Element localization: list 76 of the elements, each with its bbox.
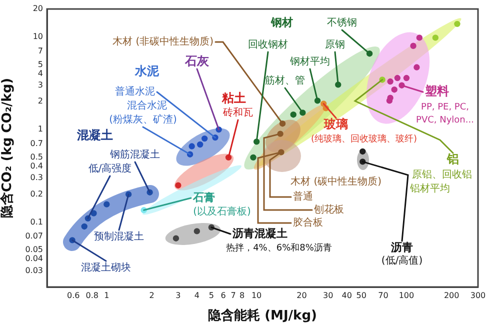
- annotation: 石灰: [184, 54, 210, 68]
- annotation: 原钢: [325, 40, 345, 51]
- y-tick-label: 0.03: [25, 266, 43, 275]
- x-axis-title: 隐含能耗 (MJ/kg): [208, 308, 317, 324]
- x-tick-label: 8: [239, 290, 245, 300]
- annotation: PP, PE, PC,: [421, 102, 469, 112]
- annotation: 木材 (非碳中性生物质): [112, 36, 214, 48]
- y-tick-label: 0.04: [25, 254, 43, 264]
- x-tick-label: 300: [470, 290, 486, 300]
- x-tick-label: 5: [208, 290, 214, 300]
- annotation: 热拌，4%、6%和8%沥青: [226, 242, 332, 254]
- x-tick-label: 1: [104, 290, 110, 300]
- annotation: 低/高强度: [88, 162, 132, 175]
- annotation: 钢材平均: [289, 56, 330, 68]
- y-tick-label: 0.05: [25, 245, 43, 254]
- annotation: 混合水泥: [127, 100, 167, 112]
- y-tick-label: 3: [38, 80, 43, 90]
- annotation: 铝材平均: [409, 182, 450, 195]
- x-tick-label: 6: [220, 290, 226, 300]
- annotation: 普通: [293, 190, 313, 203]
- annotation: 水泥: [134, 64, 160, 78]
- y-tick-label: 0.3: [30, 173, 43, 182]
- annotation: (以及石膏板): [193, 206, 251, 218]
- y-tick-label: 10: [32, 32, 43, 41]
- x-tick-label: 50: [356, 290, 366, 300]
- annotation: (低/高值): [381, 254, 423, 267]
- annotation: (纯玻璃、回收玻璃、玻纤): [310, 133, 418, 144]
- x-tick-label: 0.8: [86, 290, 98, 300]
- annotation: 预制混凝土: [94, 230, 144, 243]
- y-tick-label: 5: [38, 60, 43, 69]
- annotation: 钢筋混凝土: [109, 148, 160, 161]
- x-tick-label: 4: [194, 290, 200, 300]
- y-tick-label: 0.7: [30, 138, 43, 148]
- y-tick-label: 0.2: [30, 189, 43, 198]
- x-tick-label: 200: [444, 290, 460, 300]
- annotation: 石膏: [192, 190, 215, 204]
- annotation: 胶合板: [293, 216, 323, 229]
- annotation: 混凝土砌块: [81, 262, 131, 274]
- x-tick-label: 40: [342, 290, 352, 300]
- annotation: 玻璃: [323, 117, 348, 132]
- annotation: 钢材: [270, 16, 293, 29]
- x-tick-label: 70: [378, 290, 388, 300]
- annotation: 粘土: [221, 91, 246, 106]
- annotation: 沥青混凝土: [232, 226, 288, 240]
- annotation: 沥青: [390, 240, 413, 254]
- y-tick-label: 1: [38, 124, 43, 134]
- x-tick-label: 0.6: [67, 290, 80, 300]
- x-tick-label: 100: [398, 290, 414, 300]
- y-tick-label: 4: [38, 68, 43, 78]
- y-tick-label: 0.5: [30, 152, 43, 162]
- annotation: PVC, Nylon...: [416, 115, 474, 126]
- annotation: 筋材、管: [265, 74, 305, 87]
- x-tick-label: 30: [322, 290, 334, 300]
- annotation: 木材 (碳中性生物质): [290, 176, 382, 188]
- x-tick-label: 20: [296, 290, 307, 300]
- y-axis-title: 隐含CO₂ (kg CO₂/kg): [0, 78, 16, 218]
- x-tick-label: 7: [230, 290, 236, 300]
- y-tick-label: 0.1: [30, 217, 43, 226]
- x-tick-label: 10: [251, 290, 262, 300]
- y-tick-label: 2: [38, 96, 43, 106]
- y-tick-label: 0.07: [25, 232, 43, 241]
- y-tick-label: 20: [32, 4, 43, 14]
- x-tick-label: 2: [149, 290, 154, 300]
- annotation: 不锈钢: [327, 18, 357, 29]
- annotation: 回收钢材: [248, 38, 288, 51]
- y-tick-label: 0.4: [30, 162, 43, 171]
- annotation: 塑料: [424, 84, 449, 98]
- x-tick-label: 3: [176, 290, 181, 300]
- annotation: 原铝、回收铝: [412, 170, 472, 181]
- y-tick-label: 7: [38, 46, 43, 56]
- annotation: 砖和瓦: [222, 106, 253, 119]
- annotation: (粉煤灰、矿渣): [109, 114, 177, 126]
- annotation: 混凝土: [76, 128, 113, 142]
- annotation: 普通水泥: [115, 86, 155, 98]
- annotation: 刨花板: [314, 204, 344, 216]
- annotation: 铝: [446, 152, 459, 166]
